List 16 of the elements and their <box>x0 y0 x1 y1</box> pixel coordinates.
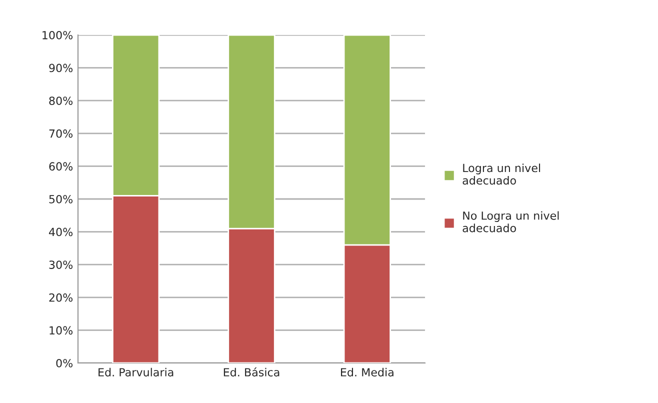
y-tick-label: 70% <box>49 129 73 138</box>
legend-label: Logra un nivel adecuado <box>462 164 540 185</box>
y-tick-label: 0% <box>56 358 73 368</box>
legend-label: No Logra un nivel adecuado <box>462 211 559 232</box>
x-tick-label: Ed. Básica <box>224 367 280 376</box>
y-tick-label: 100% <box>42 30 73 40</box>
y-tick-label: 60% <box>49 162 73 171</box>
y-tick-label: 80% <box>49 96 73 105</box>
y-tick-label: 90% <box>49 64 73 72</box>
x-tick-label: Ed. Media <box>341 368 394 376</box>
x-tick-label: Ed. Parvularia <box>98 368 174 376</box>
y-tick-label: 40% <box>48 228 73 236</box>
y-tick-label: 20% <box>49 293 73 302</box>
y-tick-label: 50% <box>49 194 73 204</box>
y-tick-label: 30% <box>49 260 73 269</box>
y-tick-label: 10% <box>50 326 73 335</box>
